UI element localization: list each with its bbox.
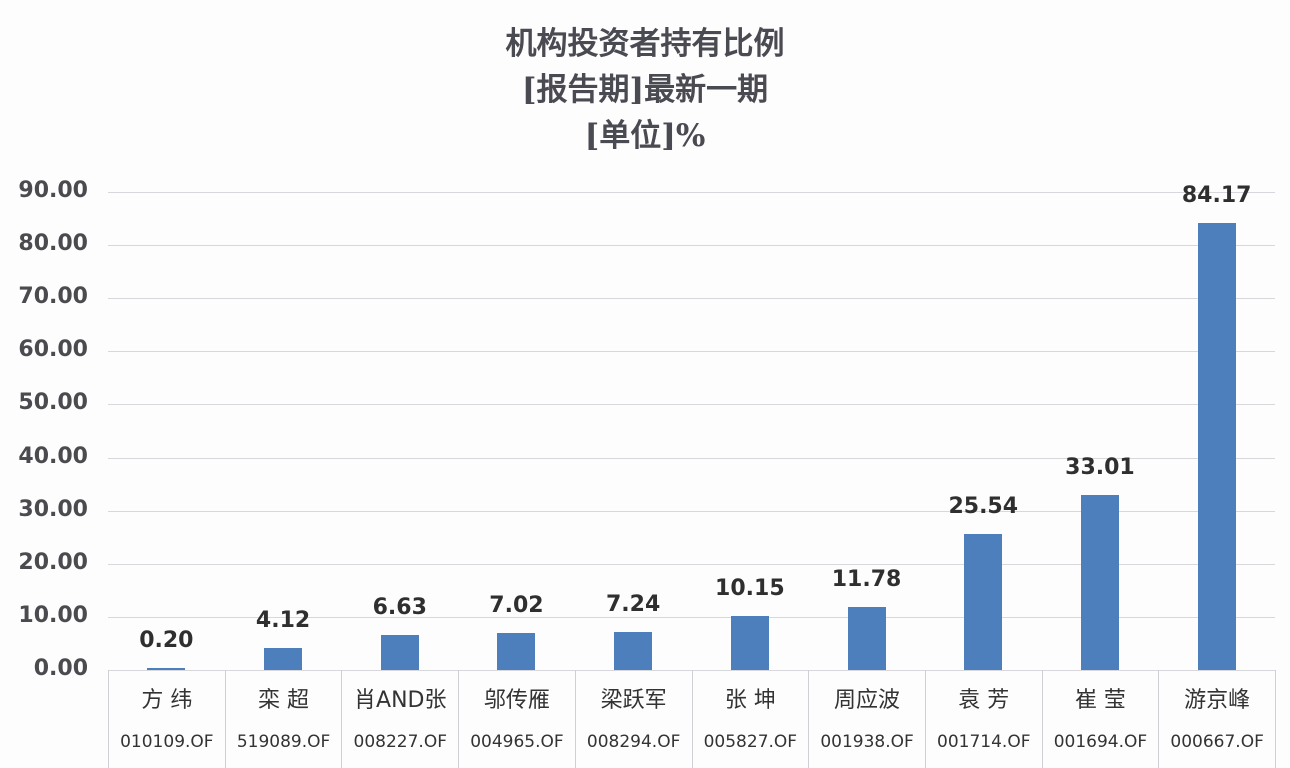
gridline bbox=[108, 298, 1275, 300]
x-axis-category-name: 袁 芳 bbox=[958, 688, 1010, 713]
gridline bbox=[108, 245, 1275, 247]
x-axis-fund-code: 005827.OF bbox=[703, 732, 798, 752]
x-axis-fund-code: 001938.OF bbox=[820, 732, 914, 752]
chart-title-line3: [单位]% bbox=[584, 118, 706, 154]
bar-value-label: 11.78 bbox=[831, 567, 902, 593]
y-axis-tick-label: 30.00 bbox=[18, 496, 88, 522]
x-axis-category-name: 梁跃军 bbox=[600, 688, 667, 713]
bar[interactable] bbox=[847, 607, 886, 670]
y-axis-tick-label: 60.00 bbox=[18, 337, 88, 363]
gridline bbox=[108, 563, 1275, 565]
category-divider bbox=[574, 670, 576, 768]
y-axis-tick-label: 50.00 bbox=[18, 390, 88, 416]
x-axis-fund-code: 008294.OF bbox=[586, 732, 681, 752]
bar[interactable] bbox=[730, 616, 769, 670]
x-axis-category-name: 张 坤 bbox=[724, 688, 776, 713]
y-axis-tick-label: 80.00 bbox=[18, 231, 88, 257]
gridline bbox=[108, 457, 1275, 459]
bar[interactable] bbox=[380, 634, 419, 670]
gridline bbox=[108, 404, 1275, 406]
bar-value-label: 7.02 bbox=[489, 592, 544, 618]
bar-value-label: 4.12 bbox=[255, 608, 311, 634]
y-axis-tick-label: 10.00 bbox=[18, 602, 88, 628]
category-divider bbox=[808, 670, 810, 768]
bar-value-label: 0.20 bbox=[139, 628, 194, 653]
bar-value-label: 10.15 bbox=[715, 576, 785, 602]
y-axis-tick-label: 70.00 bbox=[18, 284, 88, 310]
bar-value-label: 6.63 bbox=[372, 594, 427, 620]
category-divider bbox=[1041, 670, 1043, 768]
x-axis-category-name: 栾 超 bbox=[258, 688, 310, 713]
x-axis-fund-code: 000667.OF bbox=[1170, 732, 1264, 752]
bar[interactable] bbox=[264, 648, 303, 670]
category-divider bbox=[458, 670, 460, 768]
gridline bbox=[108, 192, 1275, 193]
x-axis-category-name: 邬传雁 bbox=[483, 688, 550, 713]
category-divider bbox=[691, 670, 693, 768]
chart-title-line1: 机构投资者持有比例 bbox=[505, 26, 785, 62]
gridline bbox=[108, 510, 1275, 512]
y-axis-tick-label: 20.00 bbox=[18, 549, 88, 575]
x-axis-category-name: 方 纬 bbox=[141, 688, 193, 713]
category-divider bbox=[924, 670, 926, 768]
gridline bbox=[108, 351, 1275, 353]
bar-value-label: 7.24 bbox=[606, 591, 661, 617]
x-axis-fund-code: 001714.OF bbox=[937, 732, 1031, 752]
gridline bbox=[108, 616, 1275, 618]
bar-value-label: 25.54 bbox=[948, 494, 1019, 520]
x-axis-fund-code: 001694.OF bbox=[1053, 732, 1148, 752]
bar-value-label: 33.01 bbox=[1065, 454, 1135, 480]
y-axis-tick-label: 0.00 bbox=[33, 656, 88, 681]
bar[interactable] bbox=[497, 632, 536, 670]
x-axis-category-name: 周应波 bbox=[834, 688, 901, 713]
chart-title-line2: [报告期]最新一期 bbox=[521, 72, 769, 108]
category-divider bbox=[1275, 670, 1276, 768]
bar-value-label: 84.17 bbox=[1181, 182, 1252, 208]
bar[interactable] bbox=[1080, 494, 1119, 670]
x-axis-fund-code: 010109.OF bbox=[120, 732, 214, 752]
x-axis-category-name: 游京峰 bbox=[1184, 688, 1251, 713]
bar[interactable] bbox=[964, 534, 1003, 670]
bar[interactable] bbox=[1197, 222, 1236, 670]
bar[interactable] bbox=[614, 631, 653, 670]
x-axis-category-name: 崔 莹 bbox=[1074, 688, 1126, 713]
category-divider bbox=[108, 670, 109, 768]
x-axis-fund-code: 004965.OF bbox=[470, 732, 564, 752]
category-divider bbox=[224, 670, 226, 768]
x-axis-category-name: 肖AND张 bbox=[354, 688, 447, 713]
bar[interactable] bbox=[147, 668, 186, 670]
category-divider bbox=[341, 670, 343, 768]
category-divider bbox=[1158, 670, 1160, 768]
x-axis-fund-code: 008227.OF bbox=[353, 732, 447, 752]
y-axis-tick-label: 40.00 bbox=[18, 443, 88, 469]
y-axis-tick-label: 90.00 bbox=[18, 178, 88, 203]
x-axis-fund-code: 519089.OF bbox=[236, 732, 331, 752]
